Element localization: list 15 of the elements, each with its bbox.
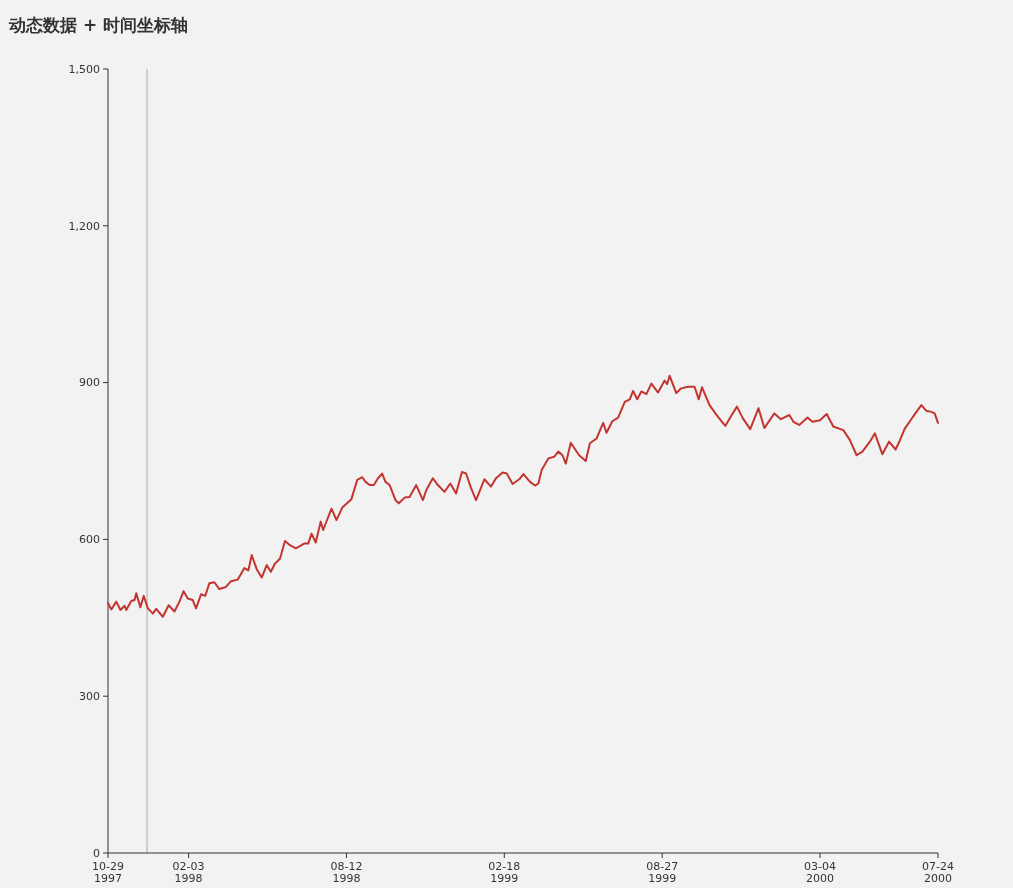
x-tick-label: 08-12 1998 xyxy=(330,860,363,885)
y-tick-label: 1,500 xyxy=(68,62,100,76)
y-tick-label: 900 xyxy=(79,376,100,390)
y-tick-label: 600 xyxy=(79,533,100,547)
x-tick-label: 03-04 2000 xyxy=(804,860,837,885)
x-tick-label: 02-18 1999 xyxy=(488,860,521,885)
x-tick-label: 02-03 1998 xyxy=(172,860,205,885)
line-series xyxy=(107,374,939,618)
chart-title: 动态数据 + 时间坐标轴 xyxy=(8,15,189,35)
y-tick-label: 1,200 xyxy=(68,219,100,233)
y-tick-label: 300 xyxy=(79,690,100,704)
x-tick-label: 10-29 1997 xyxy=(92,860,124,885)
x-tick-label: 08-27 1999 xyxy=(646,860,679,885)
y-tick-label: 0 xyxy=(93,846,100,860)
x-tick-label: 07-24 2000 xyxy=(922,860,954,885)
